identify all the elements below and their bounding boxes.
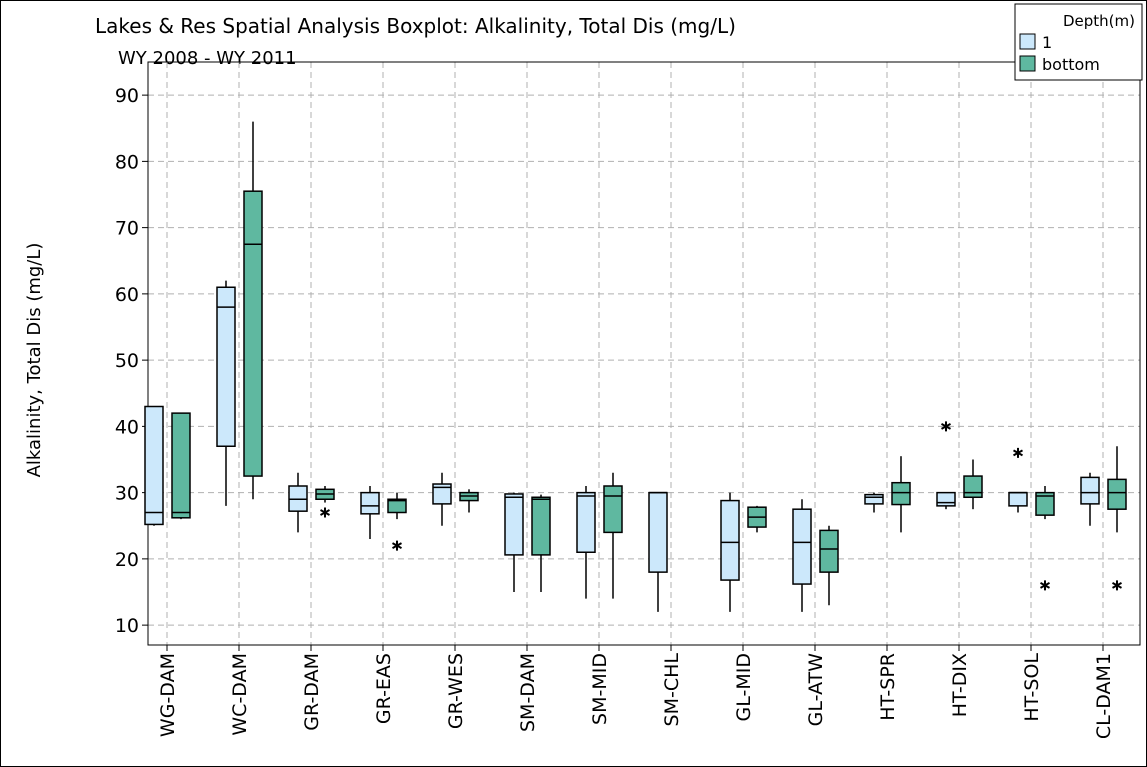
box [1008,491,1028,507]
box [936,491,956,507]
box [1107,478,1127,510]
x-tick-label: GL-MID [733,653,755,721]
legend-label: bottom [1042,55,1100,74]
outlier [320,507,330,518]
x-tick-label: HT-SOL [1021,653,1043,722]
y-tick-label: 10 [115,615,139,637]
box [792,508,812,585]
x-tick-label: GL-ATW [805,653,827,727]
legend-swatch [1019,55,1036,72]
outlier [1013,447,1023,458]
y-tick-label: 50 [115,350,139,372]
legend-box [1014,3,1143,81]
y-tick-label: 30 [115,483,139,505]
box [576,491,596,553]
box [360,491,380,515]
box [504,493,524,556]
plot-frame [147,61,1141,646]
box [891,481,911,506]
box [963,475,983,499]
outlier [941,421,951,432]
x-tick-label: WG-DAM [157,653,179,737]
y-axis-label: Alkalinity, Total Dis (mg/L) [24,243,45,478]
y-tick-label: 80 [115,151,139,173]
box [648,491,668,573]
x-tick-label: SM-CHL [661,653,683,727]
box [144,405,164,526]
x-tick-label: GR-DAM [301,653,323,731]
box [1080,476,1100,505]
box [864,493,884,505]
y-tick-label: 20 [115,549,139,571]
y-tick-label: 40 [115,416,139,438]
box [387,498,407,514]
box [720,499,740,581]
box [603,485,623,534]
x-tick-label: GR-WES [445,653,467,729]
box [216,286,236,447]
legend-title: Depth(m) [1063,12,1135,30]
chart-subtitle: WY 2008 - WY 2011 [118,48,297,69]
box [819,529,839,573]
x-tick-label: SM-DAM [517,653,539,732]
box [432,483,452,505]
x-tick-label: HT-SPR [877,653,899,721]
chart-title: Lakes & Res Spatial Analysis Boxplot: Al… [95,14,736,38]
y-tick-label: 90 [115,85,139,107]
box [1035,491,1055,516]
x-tick-label: CL-DAM1 [1093,653,1115,739]
legend-label: 1 [1042,33,1052,52]
outlier [1040,580,1050,591]
outlier [392,540,402,551]
x-tick-label: HT-DIX [949,653,971,717]
y-tick-label: 70 [115,218,139,240]
y-tick-label: 60 [115,284,139,306]
box [531,496,551,556]
x-tick-label: GR-EAS [373,653,395,724]
outlier [1112,580,1122,591]
x-tick-label: SM-MID [589,653,611,725]
box [171,412,191,519]
legend-swatch [1019,33,1036,50]
box [243,190,263,477]
x-tick-label: WC-DAM [229,653,251,736]
